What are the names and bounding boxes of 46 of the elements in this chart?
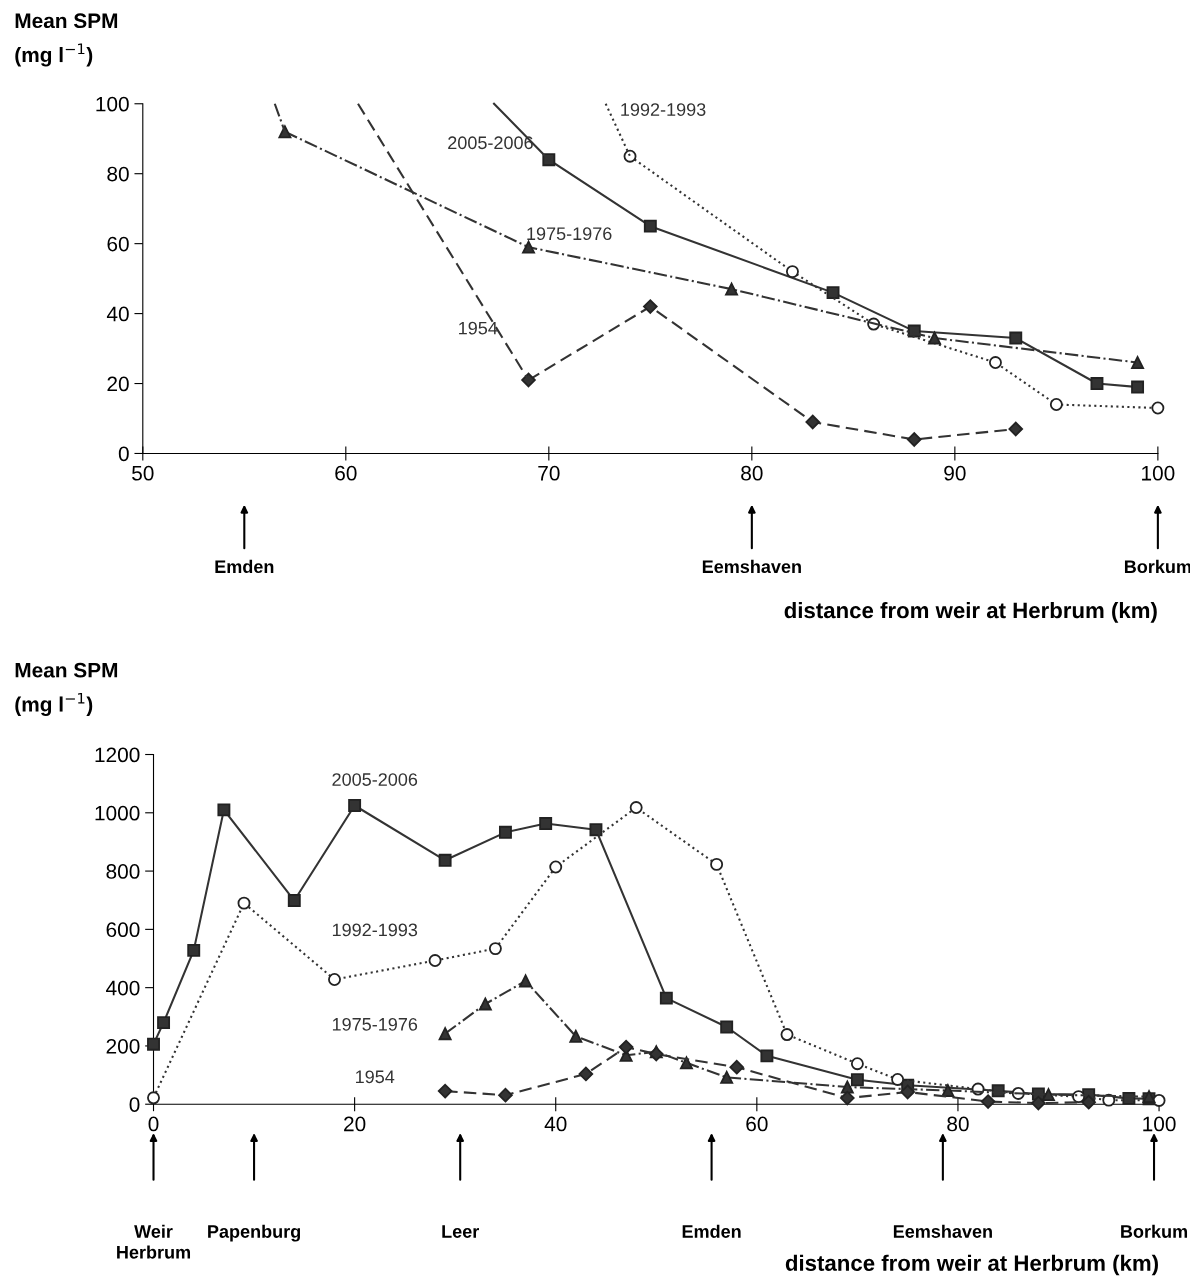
- x-tick-label: 90: [944, 465, 966, 481]
- x-tick-label: 100: [1142, 465, 1175, 481]
- x-tick-label: 40: [544, 1116, 567, 1132]
- x-axis-title: distance from weir at Herbrum (km): [785, 1254, 1158, 1276]
- text: Weir Herbrum: [117, 1224, 191, 1259]
- y-tick-label: 200: [106, 1038, 140, 1054]
- text: Leer: [442, 1225, 479, 1238]
- x-tick-label: 100: [1143, 1116, 1176, 1132]
- text: 1954: [356, 1070, 395, 1084]
- x-tick-label: 80: [947, 1116, 969, 1132]
- y-tick-label: 600: [106, 922, 140, 938]
- y-tick-label: 0: [118, 446, 129, 462]
- text: 1954: [459, 321, 498, 335]
- series-label: 2005-2006: [448, 136, 533, 150]
- text: Eemshaven: [702, 559, 801, 574]
- y-axis-title: Mean SPM (mg l$^{−1}$): [15, 662, 118, 716]
- x-axis-title: distance from weir at Herbrum (km): [784, 601, 1157, 623]
- text: Borkum: [1121, 1224, 1188, 1238]
- x-tick-label: 60: [746, 1116, 768, 1132]
- x-tick-label: 80: [741, 465, 763, 481]
- x-tick-label: 50: [132, 465, 154, 481]
- series-label: 1992-1993: [332, 923, 418, 937]
- text: Eemshaven: [893, 1224, 992, 1238]
- y-tick-label: 100: [96, 96, 129, 112]
- y-tick-label: 0: [129, 1097, 140, 1112]
- y-tick-label: 20: [107, 376, 129, 392]
- series-label: 1992-1993: [621, 103, 706, 116]
- y-tick-label: 80: [107, 166, 129, 182]
- y-tick-label: 60: [107, 236, 129, 252]
- x-tick-label: 70: [538, 465, 560, 481]
- y-axis-title: Mean SPM (mg l$^{−1}$): [15, 13, 118, 67]
- text: Papenburg: [208, 1224, 301, 1242]
- x-tick-label: 60: [335, 465, 357, 481]
- y-tick-label: 400: [106, 980, 140, 996]
- series-label: 1975-1976: [332, 1017, 418, 1031]
- series-label: 1975-1976: [527, 227, 612, 241]
- y-tick-label: 1200: [95, 747, 140, 763]
- y-tick-label: 1000: [95, 805, 140, 821]
- series-label: 2005-2006: [332, 773, 418, 786]
- y-tick-label: 40: [106, 306, 129, 322]
- text: Emden: [215, 559, 274, 574]
- text: Borkum: [1124, 559, 1190, 574]
- x-tick-label: 0: [148, 1116, 159, 1132]
- text: Emden: [682, 1224, 741, 1238]
- x-tick-label: 20: [344, 1116, 366, 1132]
- y-tick-label: 800: [106, 864, 140, 879]
